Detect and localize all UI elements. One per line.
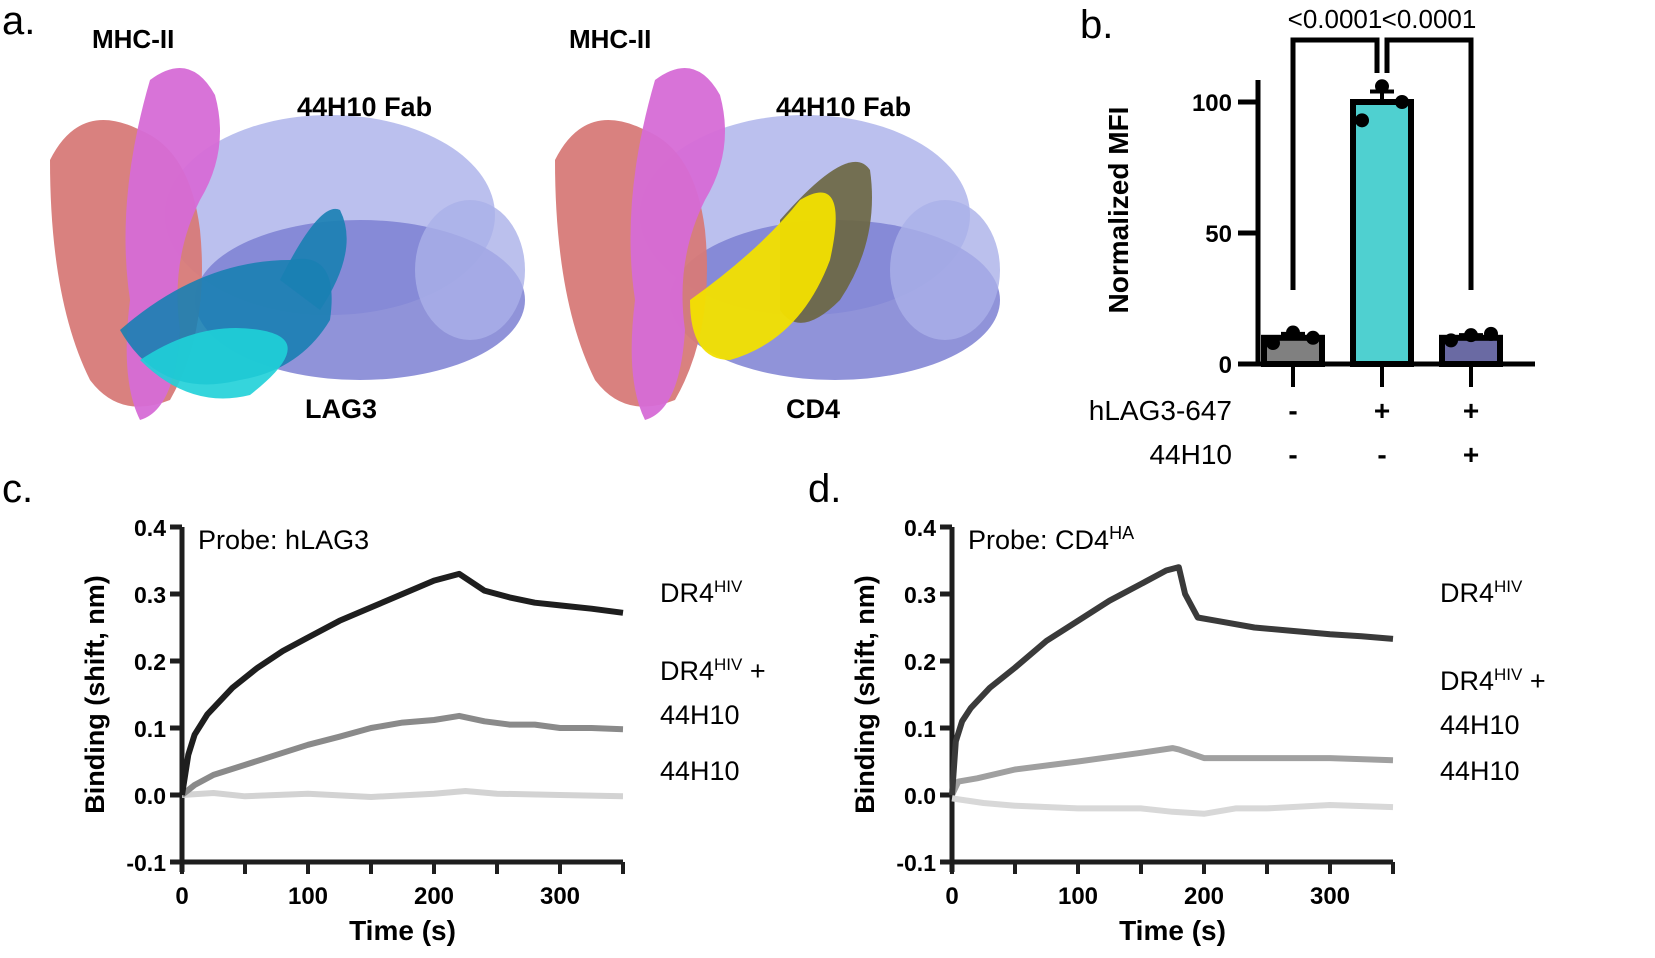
series-line: [179, 570, 624, 796]
structure-cd4-complex: [555, 68, 1000, 420]
y-tick-label: 0.2: [904, 649, 936, 675]
series-label: 44H10: [660, 756, 740, 786]
p-value-label: <0.0001: [1288, 4, 1383, 34]
y-tick-label: 50: [1205, 221, 1232, 248]
y-tick-label: 0.3: [134, 582, 166, 608]
x-axis-label: Time (s): [1119, 915, 1226, 946]
x-tick-label: 100: [1058, 883, 1098, 910]
data-point: [1464, 328, 1478, 343]
y-tick-label: -0.1: [126, 850, 166, 876]
y-tick-label: 0.1: [904, 716, 936, 742]
data-point: [1306, 330, 1320, 345]
bar: [1350, 99, 1414, 367]
label-mhc-ii-left: MHC-II: [92, 24, 174, 54]
data-point: [1286, 325, 1300, 340]
panel-c: c. -0.1 0.0 0.1 0.2 0.3 0.4 0 100 200 300 Time (s)…: [2, 467, 766, 946]
structure-lag3-complex: [50, 68, 525, 420]
significance-bracket: [1290, 37, 1380, 290]
panel-a-letter: a.: [2, 0, 35, 43]
probe-annotation: Probe: CD4HA: [968, 523, 1134, 555]
series-line: [181, 788, 624, 800]
series-label-line2: 44H10: [660, 700, 740, 730]
panel-a: a. MHC-II 44H10 Fab LAG3 MHC-II 44H10 Fa…: [2, 0, 1000, 424]
label-lag3: LAG3: [305, 394, 377, 424]
data-point: [1375, 79, 1389, 94]
series-label: DR4HIV +: [660, 655, 766, 686]
series-line: [951, 795, 1394, 817]
data-point: [1484, 326, 1498, 341]
condition-row-label: hLAG3-647: [1089, 395, 1232, 426]
x-tick-label: 200: [1184, 883, 1224, 910]
series-label: DR4HIV: [660, 577, 743, 608]
x-tick-label: 100: [288, 883, 328, 910]
y-tick-label: -0.1: [896, 850, 936, 876]
series-label: 44H10: [1440, 756, 1520, 786]
y-axis-label: Binding (shift, nm): [80, 575, 110, 813]
series-line: [180, 712, 624, 798]
x-tick-label: 300: [1310, 883, 1350, 910]
condition-sign: -: [1288, 439, 1297, 470]
y-tick-label: 0.0: [134, 783, 166, 809]
significance-bracket: [1384, 37, 1474, 290]
condition-sign: +: [1374, 395, 1390, 426]
condition-sign: -: [1288, 395, 1297, 426]
data-point: [1266, 336, 1280, 351]
series-line: [949, 745, 1394, 797]
panel-d: d. -0.1 0.0 0.1 0.2 0.3 0.4 0 100 200 300 Time (s)…: [808, 467, 1546, 946]
series-label: DR4HIV +: [1440, 665, 1546, 696]
data-point: [1444, 333, 1458, 348]
data-point: [1395, 95, 1409, 109]
panel-c-letter: c.: [2, 467, 33, 511]
x-tick-label: 200: [414, 883, 454, 910]
x-axis-label: Time (s): [349, 915, 456, 946]
label-fab-left: 44H10 Fab: [297, 92, 432, 122]
label-cd4: CD4: [786, 394, 840, 424]
panel-b: b. 0 50 100 Normalized MFI hLAG3-647 - + +44H10…: [1080, 3, 1535, 470]
y-tick-label: 0.1: [134, 716, 166, 742]
y-tick-label: 0.4: [904, 515, 936, 541]
y-tick-label: 100: [1192, 90, 1232, 117]
series-label-line2: 44H10: [1440, 710, 1520, 740]
bar-chart-mfi: 0 50 100 Normalized MFI hLAG3-647 - + +44H10 - - +…: [1089, 4, 1535, 470]
y-axis-label: Binding (shift, nm): [850, 575, 880, 813]
data-point: [1355, 113, 1369, 128]
panel-b-letter: b.: [1080, 3, 1113, 47]
y-tick-label: 0.2: [134, 649, 166, 675]
series-label: DR4HIV: [1440, 577, 1523, 608]
x-tick-label: 0: [175, 883, 188, 910]
y-tick-label: 0: [1219, 352, 1232, 379]
panel-d-letter: d.: [808, 467, 841, 511]
p-value-label: <0.0001: [1382, 4, 1477, 34]
probe-annotation: Probe: hLAG3: [198, 525, 369, 555]
condition-sign: -: [1377, 439, 1386, 470]
x-tick-label: 0: [945, 883, 958, 910]
x-tick-label: 300: [540, 883, 580, 910]
condition-sign: +: [1463, 439, 1479, 470]
condition-row-label: 44H10: [1149, 439, 1232, 470]
y-tick-label: 0.4: [134, 515, 166, 541]
y-tick-label: 0.3: [904, 582, 936, 608]
y-tick-label: 0.0: [904, 783, 936, 809]
y-axis-label: Normalized MFI: [1103, 107, 1134, 314]
label-fab-right: 44H10 Fab: [776, 92, 911, 122]
label-mhc-ii-right: MHC-II: [569, 24, 651, 54]
condition-sign: +: [1463, 395, 1479, 426]
line-chart-hlag3-probe: -0.1 0.0 0.1 0.2 0.3 0.4 0 100 200 300 Time (s) Bin…: [80, 515, 766, 946]
series-line: [949, 564, 1394, 796]
line-chart-cd4-probe: -0.1 0.0 0.1 0.2 0.3 0.4 0 100 200 300 Time (s) Bin…: [850, 515, 1546, 946]
